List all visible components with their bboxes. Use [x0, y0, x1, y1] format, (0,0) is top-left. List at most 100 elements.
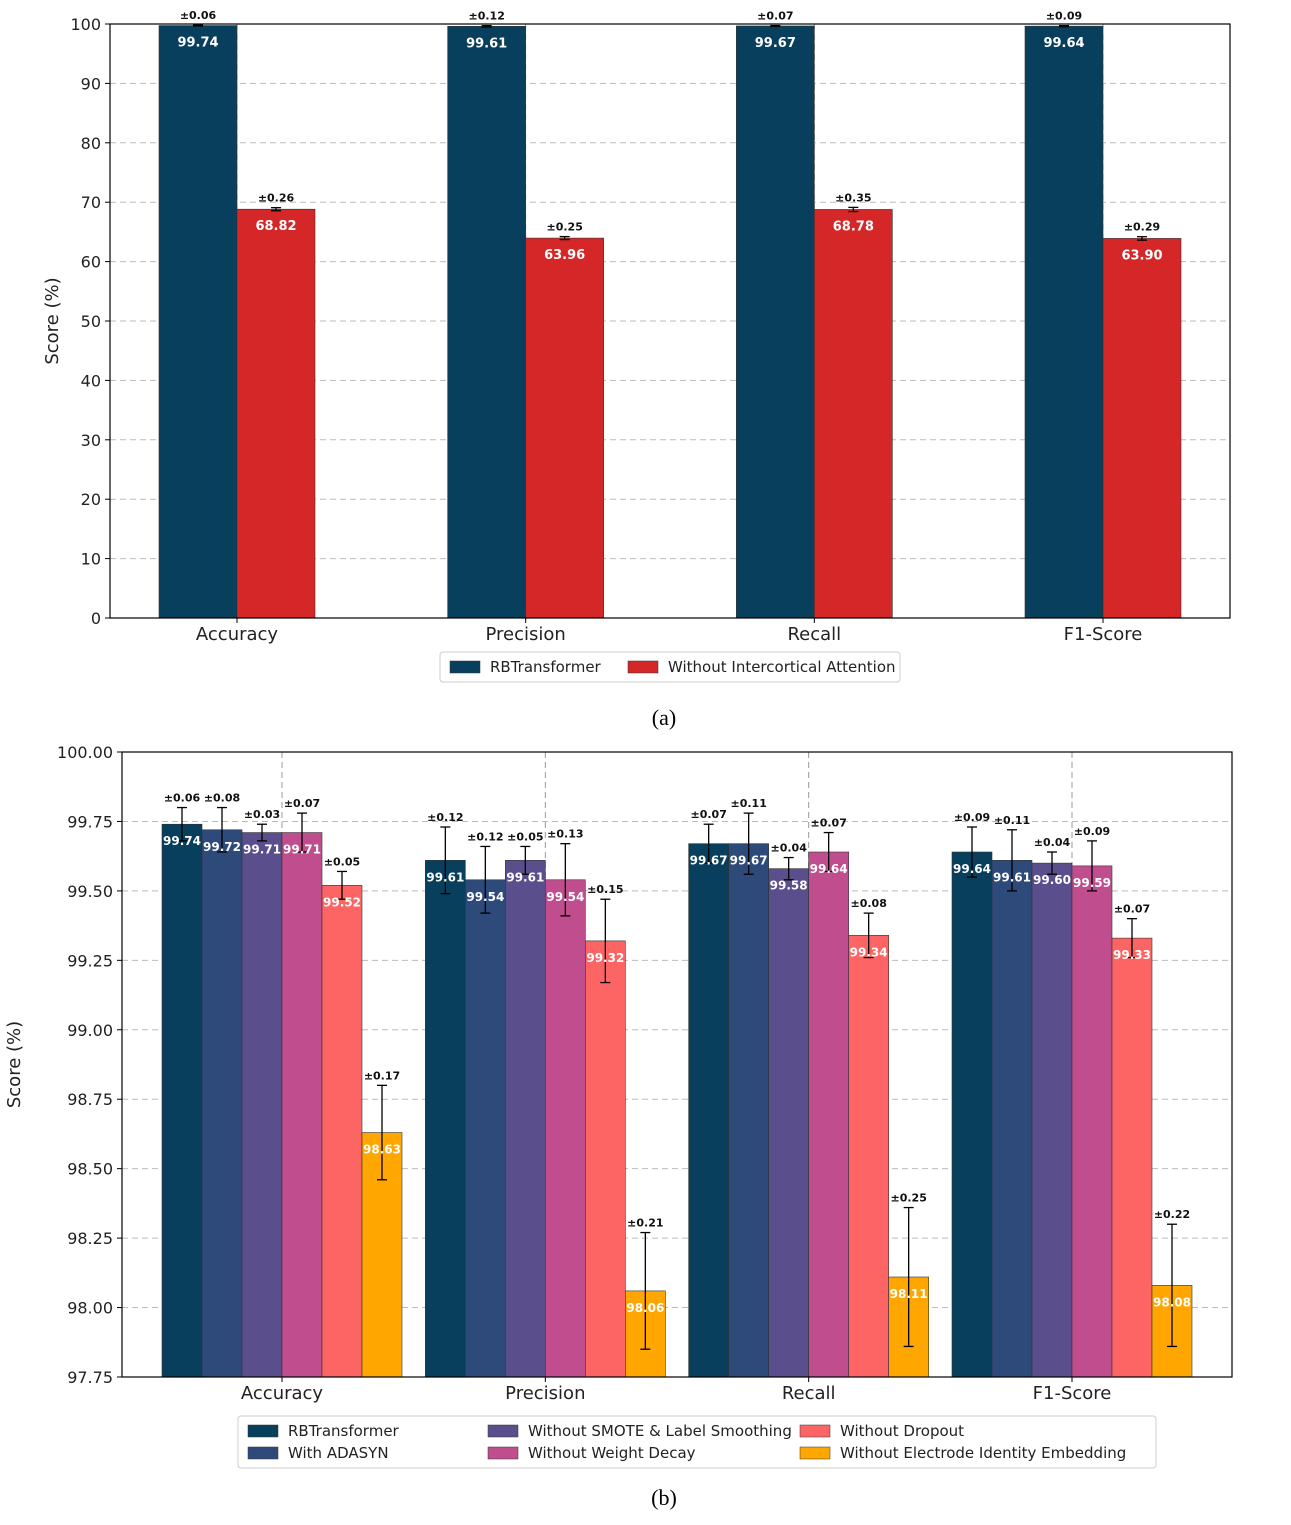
- error-label: ±0.09: [954, 811, 990, 824]
- error-label: ±0.09: [1074, 825, 1110, 838]
- value-label: 99.64: [810, 862, 848, 876]
- y-tick-label: 97.75: [67, 1368, 113, 1387]
- error-label: ±0.08: [204, 792, 240, 805]
- error-label: ±0.04: [1034, 836, 1071, 849]
- y-tick-label: 99.25: [67, 951, 113, 970]
- chart-b: 97.75 98.00 98.25 98.50 98.75 99.00 99.25 99.50…: [4, 743, 1233, 1469]
- error-label: ±0.05: [324, 855, 360, 868]
- bar: [1071, 865, 1113, 1378]
- value-label: 99.34: [850, 945, 888, 959]
- value-label: 98.08: [1153, 1295, 1191, 1309]
- value-label: 99.54: [546, 890, 584, 904]
- y-tick-label: 98.50: [67, 1160, 113, 1179]
- legend-frame: [439, 651, 901, 683]
- bar: [465, 879, 506, 1378]
- value-label: 68.82: [255, 219, 296, 234]
- error-label: ±0.22: [1154, 1208, 1190, 1221]
- value-label: 99.61: [506, 870, 544, 884]
- bar: [161, 823, 203, 1378]
- bar: [1031, 862, 1073, 1378]
- value-label: 99.52: [323, 895, 361, 909]
- value-label: 99.72: [203, 840, 241, 854]
- legend-swatch: [487, 1446, 519, 1460]
- y-tick-label: 98.75: [67, 1090, 113, 1109]
- legend-swatch: [487, 1424, 519, 1438]
- y-tick-label: 70: [81, 193, 101, 212]
- bar: [1111, 937, 1153, 1378]
- x-tick-label: F1-Score: [1064, 624, 1143, 645]
- caption-b: (b): [651, 1485, 677, 1510]
- y-tick-label: 50: [81, 312, 101, 331]
- value-label: 98.63: [363, 1143, 401, 1157]
- bar: [991, 860, 1033, 1378]
- y-tick-label: 99.00: [67, 1021, 113, 1040]
- bar: [951, 851, 993, 1378]
- bar: [505, 860, 546, 1378]
- bar: [525, 237, 604, 619]
- legend-swatch: [627, 660, 659, 674]
- legend-label: With ADASYN: [288, 1444, 389, 1462]
- y-tick-label: 99.75: [67, 812, 113, 831]
- error-label: ±0.29: [1124, 221, 1160, 234]
- error-label: ±0.12: [467, 830, 503, 843]
- error-label: ±0.11: [994, 814, 1030, 827]
- bar: [736, 25, 815, 619]
- bar: [848, 935, 889, 1378]
- y-axis-label: Score (%): [4, 1021, 25, 1108]
- x-tick-label: F1-Score: [1033, 1383, 1112, 1404]
- y-tick-label: 20: [81, 490, 101, 509]
- y-tick-label: 80: [81, 134, 101, 153]
- error-label: ±0.05: [507, 830, 543, 843]
- bar: [321, 885, 363, 1378]
- legend-label: Without Electrode Identity Embedding: [840, 1444, 1126, 1462]
- legend-label: Without Dropout: [840, 1422, 964, 1440]
- legend-label: Without Weight Decay: [528, 1444, 696, 1462]
- error-label: ±0.08: [850, 897, 886, 910]
- legend: RBTransformer With ADASYN Without SMOTE & …: [237, 1415, 1157, 1469]
- x-tick-label: Precision: [505, 1383, 585, 1404]
- bar: [201, 829, 243, 1378]
- error-label: ±0.07: [1114, 903, 1150, 916]
- legend-label: RBTransformer: [490, 658, 602, 676]
- bar: [158, 25, 238, 619]
- plot-frame: [109, 23, 1231, 619]
- error-label: ±0.07: [690, 808, 726, 821]
- error-label: ±0.04: [770, 842, 807, 855]
- value-label: 99.67: [730, 854, 768, 868]
- value-label: 99.59: [1073, 876, 1111, 890]
- error-label: ±0.07: [757, 10, 793, 23]
- bar: [281, 832, 323, 1378]
- value-label: 99.54: [466, 890, 504, 904]
- legend: RBTransformer Without Intercortical Atten…: [439, 651, 901, 683]
- error-label: ±0.13: [547, 828, 583, 841]
- legend-swatch: [449, 660, 481, 674]
- chart-a: 0 10 20 30 40 50 60 70 80 90 100 Score (%) ±0.06 99.7…: [42, 9, 1231, 683]
- y-tick-label: 0: [91, 609, 101, 628]
- value-label: 63.90: [1121, 248, 1162, 263]
- x-tick-label: Recall: [782, 1383, 836, 1404]
- value-label: 98.11: [890, 1287, 928, 1301]
- bar: [241, 832, 283, 1378]
- error-label: ±0.17: [364, 1069, 400, 1082]
- error-label: ±0.03: [244, 808, 280, 821]
- error-label: ±0.21: [627, 1217, 663, 1230]
- y-tick-label: 98.00: [67, 1299, 113, 1318]
- y-tick-label: 40: [81, 371, 101, 390]
- legend-swatch: [247, 1424, 279, 1438]
- bar: [447, 26, 526, 619]
- error-label: ±0.25: [546, 221, 582, 234]
- legend-swatch: [799, 1424, 831, 1438]
- error-label: ±0.15: [587, 883, 623, 896]
- plot-frame: [121, 751, 1233, 1378]
- value-label: 99.74: [177, 36, 218, 51]
- legend-label: Without Intercortical Attention: [668, 658, 896, 676]
- value-label: 99.64: [1043, 36, 1084, 51]
- y-tick-label: 98.25: [67, 1229, 113, 1248]
- value-label: 99.58: [770, 879, 808, 893]
- bar: [1024, 25, 1104, 619]
- bar: [728, 843, 769, 1378]
- error-label: ±0.06: [164, 792, 201, 805]
- legend-swatch: [799, 1446, 831, 1460]
- x-tick-label: Precision: [486, 624, 566, 645]
